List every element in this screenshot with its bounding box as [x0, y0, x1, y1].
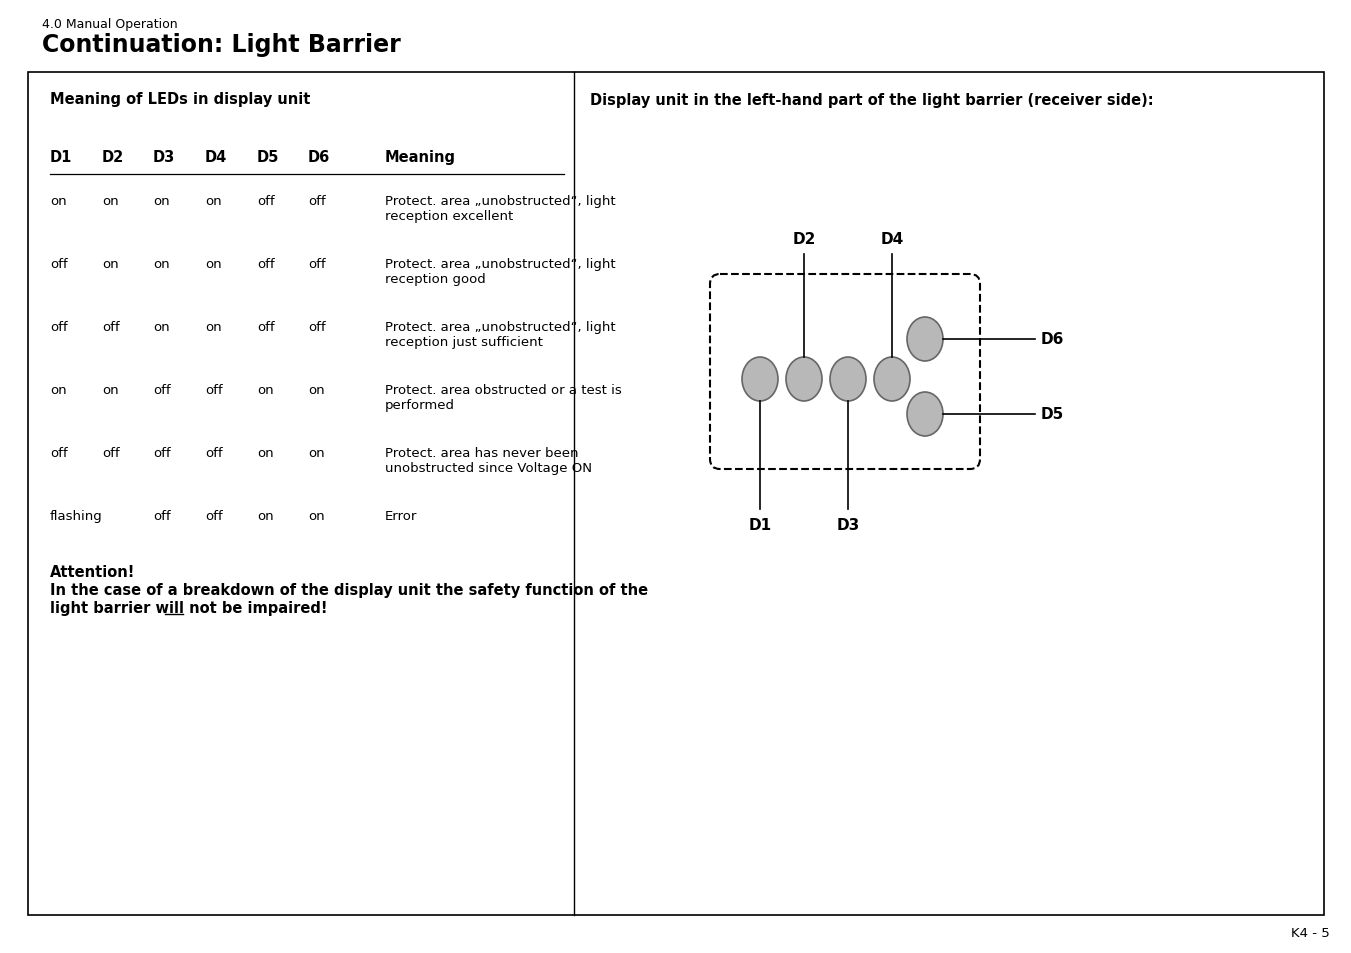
Text: D5: D5: [257, 150, 280, 165]
Text: on: on: [308, 447, 324, 459]
Text: Meaning: Meaning: [385, 150, 457, 165]
Ellipse shape: [874, 357, 911, 401]
Text: In the case of a breakdown of the display unit the safety function of the: In the case of a breakdown of the displa…: [50, 582, 648, 598]
Text: D6: D6: [308, 150, 330, 165]
Text: K4 - 5: K4 - 5: [1292, 926, 1329, 939]
Text: on: on: [101, 257, 119, 271]
Ellipse shape: [742, 357, 778, 401]
Text: off: off: [50, 257, 68, 271]
Text: off: off: [205, 447, 223, 459]
Text: reception excellent: reception excellent: [385, 210, 513, 223]
Text: D2: D2: [101, 150, 124, 165]
Text: off: off: [257, 194, 274, 208]
Text: D4: D4: [881, 232, 904, 247]
Bar: [28, 73, 1324, 915]
Text: flashing: flashing: [50, 510, 103, 522]
Text: off: off: [101, 447, 120, 459]
Text: D3: D3: [153, 150, 176, 165]
Ellipse shape: [907, 393, 943, 436]
Text: Protect. area „unobstructed“, light: Protect. area „unobstructed“, light: [385, 194, 616, 208]
Text: on: on: [205, 320, 222, 334]
Text: Display unit in the left-hand part of the light barrier (receiver side):: Display unit in the left-hand part of th…: [590, 92, 1154, 108]
Text: off: off: [308, 194, 326, 208]
Text: D6: D6: [1042, 333, 1065, 347]
Text: D4: D4: [205, 150, 227, 165]
Text: off: off: [153, 510, 170, 522]
Text: D2: D2: [792, 232, 816, 247]
Text: Attention!: Attention!: [50, 564, 135, 579]
Text: on: on: [205, 194, 222, 208]
Text: off: off: [257, 320, 274, 334]
Text: on: on: [205, 257, 222, 271]
Text: off: off: [205, 384, 223, 396]
Text: unobstructed since Voltage ON: unobstructed since Voltage ON: [385, 461, 592, 475]
Text: Continuation: Light Barrier: Continuation: Light Barrier: [42, 33, 401, 57]
Text: on: on: [153, 320, 170, 334]
Text: off: off: [101, 320, 120, 334]
Text: off: off: [50, 447, 68, 459]
Text: reception good: reception good: [385, 273, 486, 286]
Text: on: on: [257, 510, 274, 522]
Text: Meaning of LEDs in display unit: Meaning of LEDs in display unit: [50, 91, 311, 107]
Text: off: off: [153, 384, 170, 396]
Text: D5: D5: [1042, 407, 1065, 422]
Text: on: on: [50, 384, 66, 396]
Text: off: off: [50, 320, 68, 334]
Text: on: on: [101, 384, 119, 396]
Text: off: off: [308, 257, 326, 271]
Ellipse shape: [830, 357, 866, 401]
Text: performed: performed: [385, 398, 455, 412]
Text: on: on: [153, 194, 170, 208]
Text: on: on: [101, 194, 119, 208]
Text: Protect. area „unobstructed“, light: Protect. area „unobstructed“, light: [385, 320, 616, 334]
Text: D1: D1: [50, 150, 73, 165]
Text: Protect. area has never been: Protect. area has never been: [385, 447, 578, 459]
Text: 4.0 Manual Operation: 4.0 Manual Operation: [42, 18, 177, 30]
Text: D1: D1: [748, 517, 771, 533]
Text: on: on: [257, 384, 274, 396]
Text: Protect. area „unobstructed“, light: Protect. area „unobstructed“, light: [385, 257, 616, 271]
Text: off: off: [257, 257, 274, 271]
Text: Protect. area obstructed or a test is: Protect. area obstructed or a test is: [385, 384, 621, 396]
Text: off: off: [205, 510, 223, 522]
Text: light barrier will not be impaired!: light barrier will not be impaired!: [50, 600, 327, 616]
Text: on: on: [50, 194, 66, 208]
Text: reception just sufficient: reception just sufficient: [385, 335, 543, 349]
Text: on: on: [308, 384, 324, 396]
Text: off: off: [308, 320, 326, 334]
Text: on: on: [153, 257, 170, 271]
Ellipse shape: [786, 357, 821, 401]
Text: on: on: [308, 510, 324, 522]
Text: on: on: [257, 447, 274, 459]
Text: D3: D3: [836, 517, 859, 533]
Ellipse shape: [907, 317, 943, 361]
Text: Error: Error: [385, 510, 417, 522]
Text: off: off: [153, 447, 170, 459]
